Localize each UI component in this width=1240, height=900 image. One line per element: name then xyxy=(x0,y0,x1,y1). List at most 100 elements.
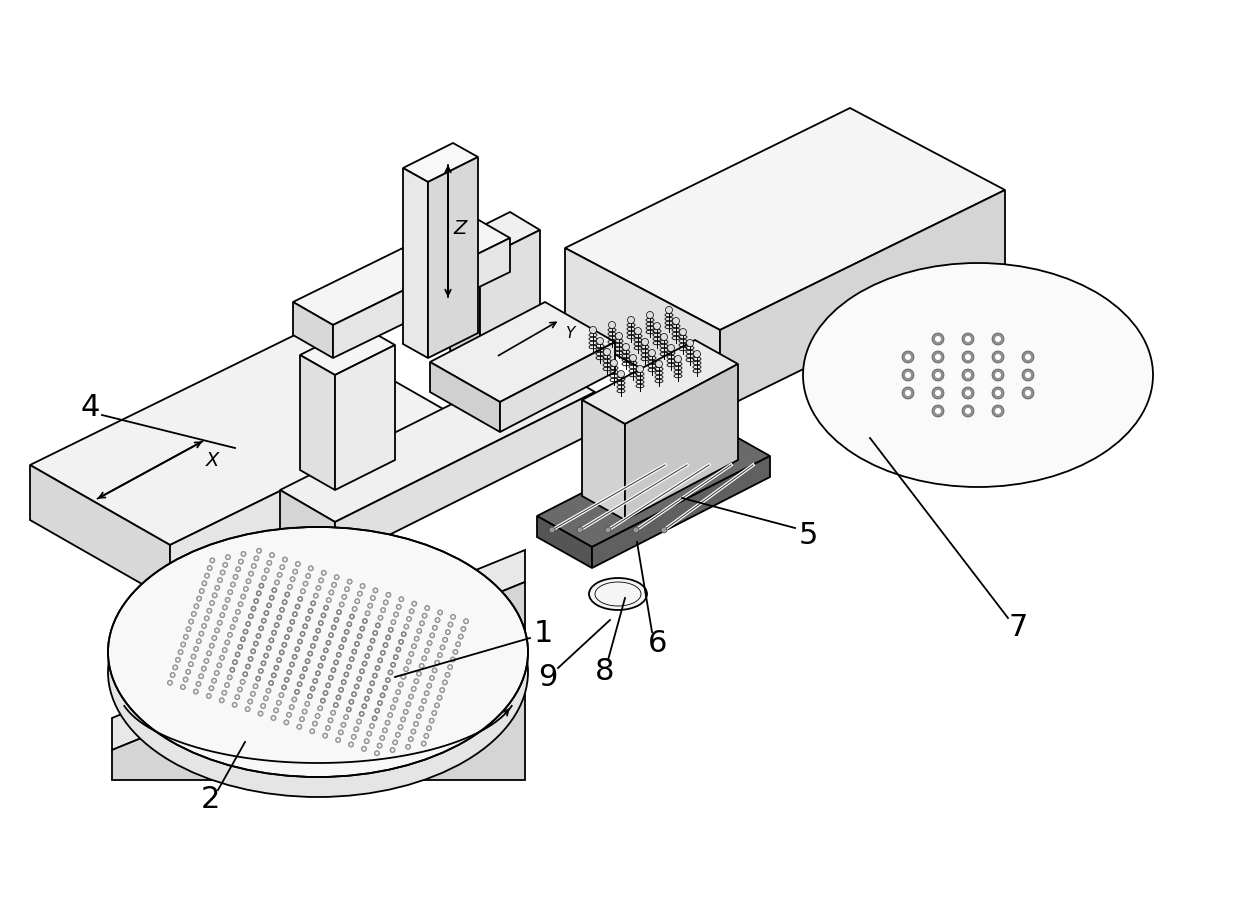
Circle shape xyxy=(250,691,255,697)
Circle shape xyxy=(387,679,389,681)
Circle shape xyxy=(340,688,342,691)
Circle shape xyxy=(368,647,371,650)
Circle shape xyxy=(267,560,272,565)
Circle shape xyxy=(372,597,374,599)
Circle shape xyxy=(279,692,284,698)
Circle shape xyxy=(361,585,363,588)
Circle shape xyxy=(412,730,414,733)
Circle shape xyxy=(186,626,191,632)
Circle shape xyxy=(289,662,295,667)
Circle shape xyxy=(371,682,373,685)
Circle shape xyxy=(382,728,388,733)
Circle shape xyxy=(418,672,420,675)
Circle shape xyxy=(935,354,941,360)
Circle shape xyxy=(322,657,325,660)
Circle shape xyxy=(1025,372,1030,378)
Circle shape xyxy=(201,624,207,628)
Circle shape xyxy=(335,576,339,579)
Circle shape xyxy=(195,648,197,650)
Circle shape xyxy=(197,682,200,685)
Circle shape xyxy=(238,688,242,690)
Circle shape xyxy=(217,578,223,583)
Circle shape xyxy=(211,678,217,683)
Circle shape xyxy=(994,336,1001,342)
Circle shape xyxy=(334,617,339,623)
Circle shape xyxy=(393,612,399,617)
Circle shape xyxy=(254,685,257,688)
Circle shape xyxy=(419,706,424,711)
Circle shape xyxy=(335,662,337,663)
Circle shape xyxy=(264,697,267,699)
Circle shape xyxy=(342,724,345,726)
Circle shape xyxy=(394,698,397,701)
Circle shape xyxy=(373,717,376,720)
Circle shape xyxy=(242,638,244,641)
Circle shape xyxy=(425,650,428,652)
Circle shape xyxy=(962,351,973,363)
Circle shape xyxy=(417,714,422,719)
Circle shape xyxy=(301,675,304,678)
Circle shape xyxy=(295,646,300,652)
Circle shape xyxy=(279,608,285,613)
Circle shape xyxy=(363,748,366,750)
Circle shape xyxy=(320,655,326,661)
Circle shape xyxy=(367,645,372,651)
Circle shape xyxy=(1022,387,1034,399)
Circle shape xyxy=(368,689,371,692)
Circle shape xyxy=(208,609,211,612)
Circle shape xyxy=(296,724,303,730)
Circle shape xyxy=(270,554,273,556)
Circle shape xyxy=(656,361,662,367)
Circle shape xyxy=(253,564,255,567)
Circle shape xyxy=(410,729,417,734)
Circle shape xyxy=(992,333,1004,345)
Circle shape xyxy=(277,657,281,662)
Circle shape xyxy=(288,714,290,716)
Text: 2: 2 xyxy=(201,786,219,815)
Circle shape xyxy=(311,730,314,733)
Circle shape xyxy=(289,586,291,588)
Circle shape xyxy=(351,691,357,697)
Polygon shape xyxy=(293,215,510,325)
Circle shape xyxy=(661,527,667,533)
Circle shape xyxy=(341,722,346,727)
Circle shape xyxy=(388,627,393,633)
Circle shape xyxy=(363,620,366,622)
Circle shape xyxy=(1025,390,1030,396)
Circle shape xyxy=(371,596,376,600)
Circle shape xyxy=(352,607,357,612)
Circle shape xyxy=(242,595,244,598)
Circle shape xyxy=(412,601,417,607)
Circle shape xyxy=(609,321,615,328)
Circle shape xyxy=(383,729,386,732)
Circle shape xyxy=(342,638,345,641)
Circle shape xyxy=(249,572,253,575)
Circle shape xyxy=(312,679,317,684)
Circle shape xyxy=(901,351,914,363)
Circle shape xyxy=(353,651,356,652)
Circle shape xyxy=(300,589,305,594)
Circle shape xyxy=(965,408,971,414)
Circle shape xyxy=(427,725,432,731)
Circle shape xyxy=(687,339,693,346)
Circle shape xyxy=(353,726,360,732)
Circle shape xyxy=(366,612,368,615)
Circle shape xyxy=(228,676,231,679)
Circle shape xyxy=(404,624,409,629)
Circle shape xyxy=(274,665,279,670)
Circle shape xyxy=(330,591,332,594)
Circle shape xyxy=(227,556,229,558)
Circle shape xyxy=(216,587,218,589)
Circle shape xyxy=(306,575,310,577)
Circle shape xyxy=(596,338,604,345)
Circle shape xyxy=(312,635,319,641)
Circle shape xyxy=(290,663,293,666)
Circle shape xyxy=(181,642,186,647)
Circle shape xyxy=(219,612,224,617)
Circle shape xyxy=(409,696,413,698)
Circle shape xyxy=(386,592,391,598)
Circle shape xyxy=(237,653,239,656)
Circle shape xyxy=(399,726,402,728)
Circle shape xyxy=(263,653,269,658)
Circle shape xyxy=(347,708,350,711)
